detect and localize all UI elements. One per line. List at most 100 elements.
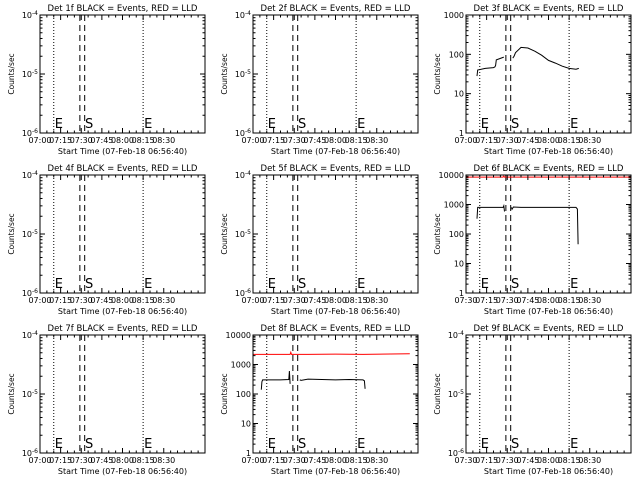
y-tick-label: 1: [246, 449, 251, 458]
x-tick-label: 08:00: [111, 136, 134, 145]
x-tick-label: 08:30: [365, 456, 388, 465]
end-marker-label: E: [357, 117, 365, 132]
x-tick-label: 08:30: [578, 136, 601, 145]
x-tick-label: 07:30: [283, 136, 306, 145]
y-axis-label: Counts/sec: [220, 213, 229, 254]
x-tick-label: 08:00: [111, 296, 134, 305]
chart-title: Det 3f BLACK = Events, RED = LLD: [474, 4, 624, 14]
x-tick-label: 08:00: [111, 456, 134, 465]
x-tick-label: 07:00: [454, 136, 477, 145]
chart-title: Det 8f BLACK = Events, RED = LLD: [261, 324, 411, 334]
x-tick-label: 07:45: [516, 136, 539, 145]
y-tick-label: 1: [459, 129, 464, 138]
end-marker-label: E: [144, 437, 152, 452]
plot-frame: [465, 334, 632, 454]
y-tick-label: 100: [449, 50, 464, 59]
y-tick-label: 10000: [439, 171, 464, 180]
y-tick-label: 10000: [226, 331, 251, 340]
x-tick-label: 07:30: [283, 456, 306, 465]
x-tick-label: 08:15: [345, 136, 368, 145]
y-tick-label: 100: [449, 230, 464, 239]
y-tick-label: 1000: [231, 361, 251, 370]
x-tick-label: 08:15: [345, 456, 368, 465]
x-tick-label: 07:00: [241, 136, 264, 145]
y-tick-label: 10-4: [448, 330, 464, 340]
x-tick-label: 07:30: [496, 136, 519, 145]
x-tick-label: 07:45: [303, 296, 326, 305]
x-tick-label: 07:15: [475, 136, 498, 145]
x-tick-label: 07:45: [516, 456, 539, 465]
y-tick-label: 10-5: [22, 389, 38, 399]
y-axis-label: Counts/sec: [433, 213, 442, 254]
y-tick-label: 10-4: [22, 10, 38, 20]
x-axis-label: Start Time (07-Feb-18 06:56:40): [484, 147, 613, 156]
x-tick-label: 08:30: [578, 296, 601, 305]
x-axis-label: Start Time (07-Feb-18 06:56:40): [58, 147, 187, 156]
y-axis-label: Counts/sec: [7, 213, 16, 254]
chart-panel-4: Det 4f BLACK = Events, RED = LLD Counts/s…: [7, 164, 206, 316]
x-tick-label: 07:15: [475, 296, 498, 305]
y-axis-label: Counts/sec: [220, 53, 229, 94]
chart-panel-3: Det 3f BLACK = Events, RED = LLD Counts/s…: [433, 4, 632, 156]
lld-series-line: [466, 175, 631, 178]
start-marker-label: S: [298, 437, 306, 452]
x-tick-label: 07:30: [70, 296, 93, 305]
chart-title: Det 7f BLACK = Events, RED = LLD: [48, 324, 198, 334]
x-tick-label: 07:30: [496, 296, 519, 305]
x-tick-label: 07:15: [475, 456, 498, 465]
end-marker-label: E: [144, 277, 152, 292]
x-tick-label: 08:30: [152, 136, 175, 145]
x-tick-label: 08:30: [365, 296, 388, 305]
end-marker-label: E: [481, 277, 489, 292]
end-marker-label: E: [268, 437, 276, 452]
y-axis-label: Counts/sec: [433, 53, 442, 94]
y-tick-label: 10-4: [22, 170, 38, 180]
chart-panel-5: Det 5f BLACK = Events, RED = LLD Counts/s…: [220, 164, 419, 316]
x-tick-label: 08:15: [558, 456, 581, 465]
chart-panel-2: Det 2f BLACK = Events, RED = LLD Counts/s…: [220, 4, 419, 156]
y-tick-label: 10-5: [235, 229, 251, 239]
x-tick-label: 07:00: [241, 456, 264, 465]
y-tick-label: 10-4: [235, 170, 251, 180]
x-tick-label: 07:45: [516, 296, 539, 305]
chart-title: Det 5f BLACK = Events, RED = LLD: [261, 164, 411, 174]
start-marker-label: S: [511, 437, 519, 452]
x-tick-label: 08:15: [132, 296, 155, 305]
y-tick-label: 10-6: [235, 128, 251, 138]
events-series-line: [260, 370, 291, 390]
plot-frame: [252, 174, 419, 294]
lld-series-line: [253, 350, 410, 355]
plot-frame: [252, 334, 419, 454]
x-axis-label: Start Time (07-Feb-18 06:56:40): [484, 307, 613, 316]
x-axis-label: Start Time (07-Feb-18 06:56:40): [484, 467, 613, 476]
x-tick-label: 08:30: [152, 456, 175, 465]
x-tick-label: 08:15: [558, 136, 581, 145]
start-marker-label: S: [85, 277, 93, 292]
end-marker-label: E: [481, 117, 489, 132]
x-tick-label: 08:15: [345, 296, 368, 305]
x-tick-label: 08:15: [132, 136, 155, 145]
y-tick-label: 10-6: [235, 288, 251, 298]
y-tick-label: 10-4: [235, 10, 251, 20]
plot-frame: [252, 14, 419, 134]
end-marker-label: E: [144, 117, 152, 132]
x-tick-label: 08:30: [365, 136, 388, 145]
x-tick-label: 07:30: [496, 456, 519, 465]
y-tick-label: 10-6: [22, 448, 38, 458]
y-tick-label: 10-5: [22, 69, 38, 79]
start-marker-label: S: [85, 117, 93, 132]
x-tick-label: 08:30: [578, 456, 601, 465]
x-tick-label: 08:00: [537, 456, 560, 465]
y-tick-label: 10-5: [22, 229, 38, 239]
end-marker-label: E: [55, 117, 63, 132]
x-tick-label: 07:30: [70, 456, 93, 465]
chart-panel-1: Det 1f BLACK = Events, RED = LLD Counts/s…: [7, 4, 206, 156]
start-marker-label: S: [511, 277, 519, 292]
y-tick-label: 10-5: [448, 389, 464, 399]
x-tick-label: 07:45: [90, 296, 113, 305]
end-marker-label: E: [570, 437, 578, 452]
x-tick-label: 08:00: [537, 296, 560, 305]
x-tick-label: 08:30: [152, 296, 175, 305]
plot-frame: [39, 14, 206, 134]
x-tick-label: 07:00: [28, 136, 51, 145]
